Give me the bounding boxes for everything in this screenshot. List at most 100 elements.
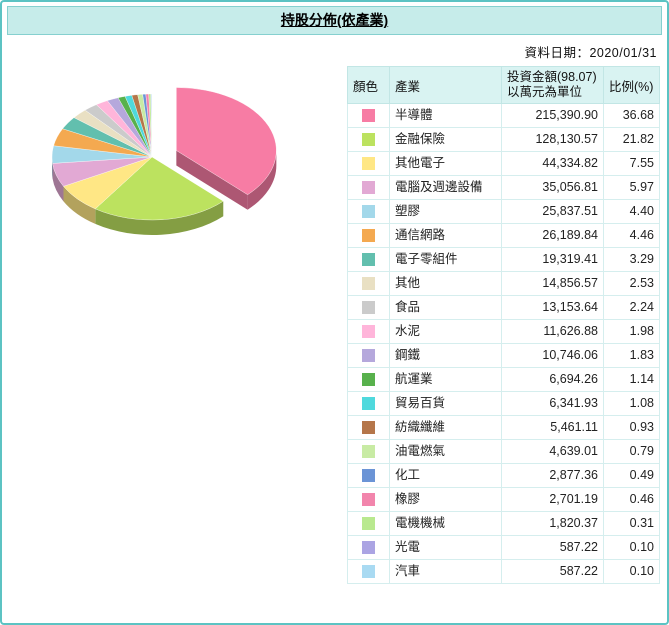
pie-slice-side — [63, 186, 96, 224]
table-row: 光電 587.22 0.10 — [347, 535, 660, 560]
title-bar: 持股分佈(依產業) — [7, 6, 662, 35]
ratio-cell: 0.49 — [603, 463, 660, 488]
color-cell — [347, 103, 390, 128]
pie-slice-side — [52, 157, 53, 179]
industry-cell: 其他 — [389, 271, 502, 296]
color-cell — [347, 223, 390, 248]
color-cell — [347, 559, 390, 584]
color-swatch — [362, 325, 375, 339]
table-row: 電子零組件 19,319.41 3.29 — [347, 247, 660, 272]
pie-slice-cut-face — [176, 150, 248, 210]
industry-cell: 電子零組件 — [389, 247, 502, 272]
amount-cell: 35,056.81 — [501, 175, 604, 200]
ratio-cell: 1.08 — [603, 391, 660, 416]
header-amount: 投資金額(98.07) 以萬元為單位 — [501, 66, 604, 104]
color-swatch — [362, 205, 375, 219]
color-cell — [347, 391, 390, 416]
color-swatch — [362, 541, 375, 555]
pie-chart — [51, 87, 277, 236]
ratio-cell: 21.82 — [603, 127, 660, 152]
header-amount-line2: 以萬元為單位 — [507, 85, 583, 99]
header-ratio: 比例(%) — [603, 66, 660, 104]
table-row: 貿易百貨 6,341.93 1.08 — [347, 391, 660, 416]
ratio-cell: 0.93 — [603, 415, 660, 440]
color-swatch — [362, 493, 375, 507]
amount-cell: 587.22 — [501, 535, 604, 560]
color-cell — [347, 535, 390, 560]
color-swatch — [362, 133, 375, 147]
amount-cell: 6,694.26 — [501, 367, 604, 392]
table-header-row: 顏色 產業 投資金額(98.07) 以萬元為單位 比例(%) — [347, 66, 660, 104]
industry-cell: 通信網路 — [389, 223, 502, 248]
table-row: 油電燃氣 4,639.01 0.79 — [347, 439, 660, 464]
report-date: 資料日期：2020/01/31 — [524, 46, 657, 60]
table-row: 橡膠 2,701.19 0.46 — [347, 487, 660, 512]
table-row: 電機機械 1,820.37 0.31 — [347, 511, 660, 536]
ratio-cell: 0.79 — [603, 439, 660, 464]
color-cell — [347, 439, 390, 464]
industry-cell: 金融保險 — [389, 127, 502, 152]
table-row: 水泥 11,626.88 1.98 — [347, 319, 660, 344]
ratio-cell: 2.24 — [603, 295, 660, 320]
color-swatch — [362, 445, 375, 459]
color-cell — [347, 151, 390, 176]
color-swatch — [362, 253, 375, 267]
amount-cell: 1,820.37 — [501, 511, 604, 536]
industry-cell: 塑膠 — [389, 199, 502, 224]
color-cell — [347, 367, 390, 392]
industry-cell: 橡膠 — [389, 487, 502, 512]
ratio-cell: 36.68 — [603, 103, 660, 128]
color-cell — [347, 415, 390, 440]
amount-cell: 587.22 — [501, 559, 604, 584]
table-body: 半導體 215,390.90 36.68 金融保險 128,130.57 21.82 其他電… — [347, 103, 660, 584]
page-title: 持股分佈(依產業) — [280, 12, 389, 28]
color-cell — [347, 511, 390, 536]
color-swatch — [362, 229, 375, 243]
color-cell — [347, 271, 390, 296]
content: 資料日期：2020/01/31 顏色 產業 投資金額(98.07) 以萬元為單位… — [2, 35, 667, 588]
industry-cell: 紡織纖維 — [389, 415, 502, 440]
table-row: 塑膠 25,837.51 4.40 — [347, 199, 660, 224]
table-area: 資料日期：2020/01/31 顏色 產業 投資金額(98.07) 以萬元為單位… — [347, 35, 667, 588]
table-row: 金融保險 128,130.57 21.82 — [347, 127, 660, 152]
color-swatch — [362, 421, 375, 435]
amount-cell: 11,626.88 — [501, 319, 604, 344]
amount-cell: 13,153.64 — [501, 295, 604, 320]
table-row: 汽車 587.22 0.10 — [347, 559, 660, 584]
color-cell — [347, 175, 390, 200]
industry-cell: 汽車 — [389, 559, 502, 584]
table-row: 其他電子 44,334.82 7.55 — [347, 151, 660, 176]
table-row: 紡織纖維 5,461.11 0.93 — [347, 415, 660, 440]
amount-cell: 2,701.19 — [501, 487, 604, 512]
color-swatch — [362, 349, 375, 363]
color-swatch — [362, 565, 375, 579]
color-swatch — [362, 301, 375, 315]
amount-cell: 2,877.36 — [501, 463, 604, 488]
amount-cell: 25,837.51 — [501, 199, 604, 224]
industry-cell: 其他電子 — [389, 151, 502, 176]
pie-slice — [176, 87, 277, 195]
amount-cell: 10,746.06 — [501, 343, 604, 368]
color-swatch — [362, 157, 375, 171]
amount-cell: 44,334.82 — [501, 151, 604, 176]
color-cell — [347, 127, 390, 152]
color-cell — [347, 343, 390, 368]
ratio-cell: 2.53 — [603, 271, 660, 296]
industry-cell: 食品 — [389, 295, 502, 320]
industry-cell: 鋼鐵 — [389, 343, 502, 368]
table-row: 食品 13,153.64 2.24 — [347, 295, 660, 320]
table-row: 化工 2,877.36 0.49 — [347, 463, 660, 488]
color-swatch — [362, 181, 375, 195]
ratio-cell: 4.46 — [603, 223, 660, 248]
header-amount-line1: 投資金額(98.07) — [507, 70, 597, 84]
amount-cell: 19,319.41 — [501, 247, 604, 272]
pie-slice — [151, 93, 153, 158]
industry-cell: 電機機械 — [389, 511, 502, 536]
color-cell — [347, 295, 390, 320]
industry-cell: 貿易百貨 — [389, 391, 502, 416]
pie-slice-side — [52, 163, 64, 202]
ratio-cell: 3.29 — [603, 247, 660, 272]
table-row: 半導體 215,390.90 36.68 — [347, 103, 660, 128]
color-cell — [347, 319, 390, 344]
table-row: 通信網路 26,189.84 4.46 — [347, 223, 660, 248]
